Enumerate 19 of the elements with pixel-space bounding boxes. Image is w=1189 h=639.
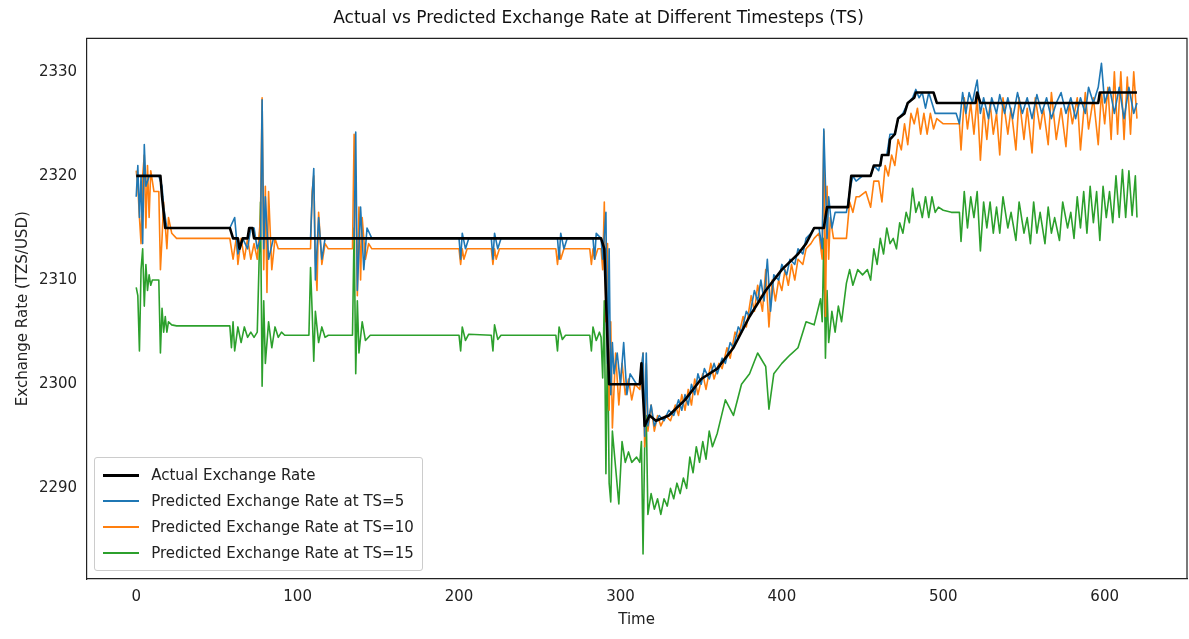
x-tick-label: 300 bbox=[606, 586, 635, 605]
x-tick-label: 500 bbox=[928, 586, 958, 605]
x-tick-label: 100 bbox=[283, 586, 312, 605]
legend-label: Actual Exchange Rate bbox=[151, 466, 316, 484]
y-tick-label: 2330 bbox=[38, 61, 78, 80]
x-axis-title: Time bbox=[617, 609, 655, 628]
y-tick-label: 2310 bbox=[38, 269, 78, 288]
legend-label: Predicted Exchange Rate at TS=10 bbox=[151, 518, 414, 536]
y-tick-label: 2320 bbox=[38, 165, 78, 184]
x-tick-label: 200 bbox=[444, 586, 474, 605]
chart-title: Actual vs Predicted Exchange Rate at Different Timesteps (TS) bbox=[333, 6, 864, 27]
y-axis-title: Exchange Rate (TZS/USD) bbox=[12, 211, 31, 407]
y-tick-label: 2290 bbox=[38, 478, 78, 497]
x-tick-label: 0 bbox=[131, 586, 141, 605]
legend-label: Predicted Exchange Rate at TS=5 bbox=[151, 492, 405, 510]
y-tick-label: 2300 bbox=[38, 374, 78, 393]
x-tick-label: 600 bbox=[1090, 586, 1119, 605]
legend-label: Predicted Exchange Rate at TS=15 bbox=[151, 544, 414, 562]
x-tick-label: 400 bbox=[767, 586, 797, 605]
